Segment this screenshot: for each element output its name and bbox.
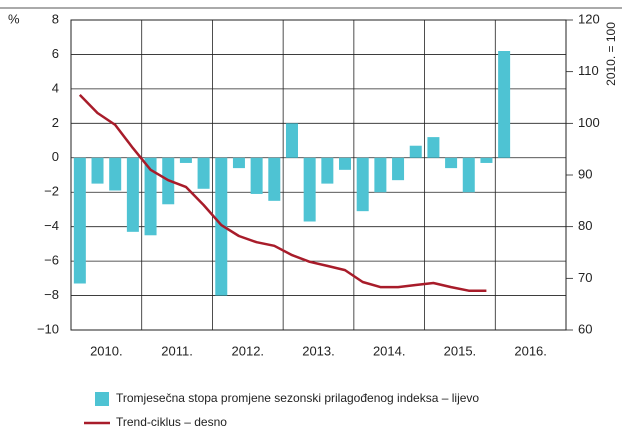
bar [303,157,316,222]
y2-tick-label: 120 [578,11,600,26]
x-tick-label: 2013. [302,343,335,358]
bar [144,157,157,236]
y-tick-label: −2 [44,184,59,199]
bar [73,157,86,284]
y-tick-label: −4 [44,218,59,233]
y-tick-label: 4 [52,80,59,95]
x-tick-label: 2012. [232,343,265,358]
y-unit-label: % [8,11,20,26]
bar [285,123,298,158]
x-tick-label: 2015. [444,343,477,358]
y-tick-label: −6 [44,253,59,268]
bar [392,157,405,181]
x-tick-label: 2014. [373,343,406,358]
y2-tick-label: 110 [578,63,599,78]
legend-label: Tromjesečna stopa promjene sezonski pril… [116,391,479,405]
bar [480,157,493,163]
trend-line [78,94,487,292]
bar [232,157,245,169]
bar [268,157,281,201]
y-tick-label: −10 [37,321,59,336]
bar [374,157,387,193]
y2-unit-label: 2010. = 100 [604,22,618,86]
x-tick-label: 2011. [161,343,193,358]
y2-tick-label: 100 [578,115,600,130]
bar [356,157,369,212]
y-tick-label: 6 [52,46,59,61]
legend-swatch [95,392,109,406]
bar [179,157,192,163]
legend-label: Trend-ciklus – desno [116,415,227,429]
y-tick-label: 8 [52,11,59,26]
bar [215,157,228,296]
bar [126,157,139,232]
y-tick-label: 2 [52,115,59,130]
y2-tick-label: 60 [578,321,592,336]
y-tick-label: −8 [44,287,59,302]
bar [91,157,104,184]
bar [445,157,458,169]
bar [197,157,210,189]
bar [409,145,422,158]
bar [339,157,352,170]
x-tick-label: 2016. [514,343,547,358]
bar [462,157,475,193]
y-tick-label: 0 [52,149,59,164]
bar [109,157,122,191]
bar [321,157,334,184]
y2-tick-label: 70 [578,270,592,285]
y2-tick-label: 90 [578,166,592,181]
x-tick-label: 2010. [90,343,123,358]
bar [498,51,511,158]
bar [250,157,263,194]
bar [427,137,440,158]
y2-tick-label: 80 [578,218,592,233]
